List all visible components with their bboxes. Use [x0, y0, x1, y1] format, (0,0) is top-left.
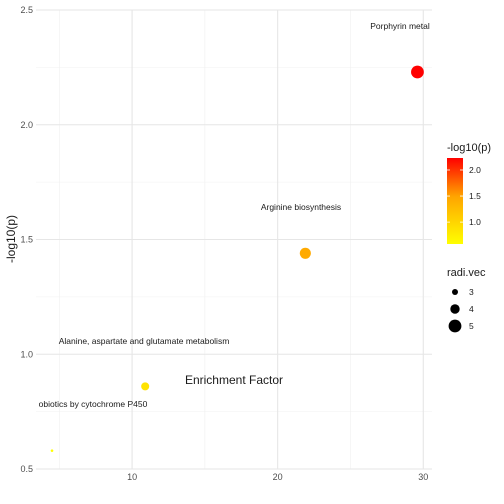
axis-ticks: 10 20 30 0.5 1.0 1.5 2.0 2.5 — [20, 5, 428, 482]
colorbar-tick-label: 1.5 — [469, 191, 481, 201]
size-legend-symbol — [452, 289, 458, 295]
data-point — [299, 247, 311, 259]
point-label: Arginine biosynthesis — [261, 202, 341, 212]
colorbar-tick-label: 1.0 — [469, 217, 481, 227]
point-label: obiotics by cytochrome P450 — [39, 399, 148, 409]
y-tick-label: 1.5 — [20, 235, 33, 245]
color-legend: -log10(p) 1.0 1.5 2.0 — [447, 142, 491, 244]
y-tick-label: 1.0 — [20, 349, 33, 359]
x-tick-label: 20 — [273, 472, 283, 482]
colorbar-tick-label: 2.0 — [469, 165, 481, 175]
point-label: Porphyrin metal — [370, 21, 430, 31]
x-tick-label: 30 — [418, 472, 428, 482]
point-labels: Porphyrin metal Arginine biosynthesis Alan… — [39, 21, 430, 409]
size-legend-label: 5 — [469, 321, 474, 331]
data-point — [141, 382, 150, 391]
size-legend: radi.vec 3 4 5 — [447, 267, 486, 333]
point-label: Alanine, aspartate and glutamate metabol… — [59, 336, 230, 346]
x-axis-title: Enrichment Factor — [185, 373, 283, 387]
colorbar-ticks: 1.0 1.5 2.0 — [447, 165, 481, 227]
size-legend-items: 3 4 5 — [448, 287, 474, 333]
size-legend-title: radi.vec — [447, 267, 486, 279]
x-tick-label: 10 — [127, 472, 137, 482]
colorbar — [447, 158, 463, 244]
size-legend-symbol — [448, 319, 462, 333]
y-axis-title: -log10(p) — [4, 215, 18, 263]
y-tick-label: 2.0 — [20, 120, 33, 130]
data-point — [411, 65, 424, 79]
y-tick-label: 0.5 — [20, 464, 33, 474]
size-legend-label: 3 — [469, 287, 474, 297]
grid-lines — [36, 9, 432, 470]
data-points — [50, 65, 424, 452]
size-legend-symbol — [450, 304, 460, 314]
size-legend-label: 4 — [469, 304, 474, 314]
color-legend-title: -log10(p) — [447, 142, 491, 154]
data-point — [50, 449, 54, 452]
y-tick-label: 2.5 — [20, 5, 33, 15]
